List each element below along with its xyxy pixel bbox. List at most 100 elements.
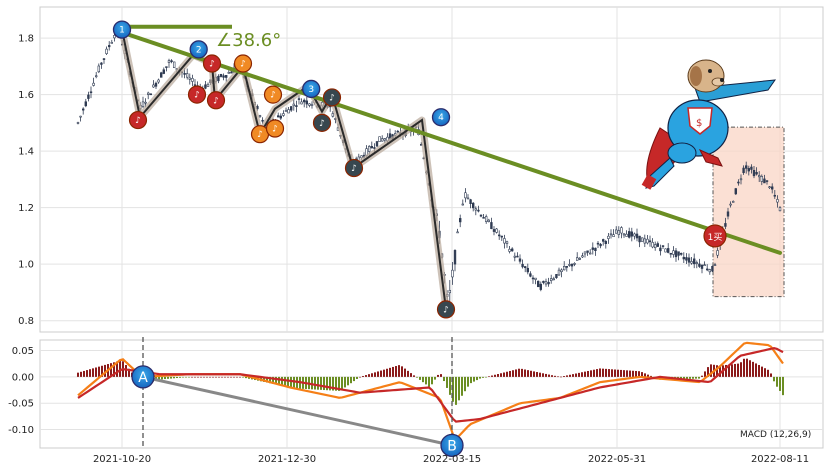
macd-bar [104, 364, 106, 377]
y-tick-label: 1.4 [18, 147, 34, 158]
macd-bar [386, 368, 388, 377]
macd-bar [191, 376, 193, 378]
divergence-label: A [138, 370, 148, 386]
candle-body [653, 244, 657, 248]
macd-bar [392, 366, 394, 377]
note-glyph: ♪ [135, 116, 141, 126]
candle-body [149, 93, 152, 96]
macd-bar [767, 369, 769, 377]
candle-body [739, 178, 743, 181]
candle-body [219, 74, 223, 77]
macd-bar [101, 365, 103, 377]
macd-bar [593, 369, 595, 377]
note-glyph: ♪ [194, 91, 200, 101]
candle-body [575, 257, 579, 261]
macd-bar [683, 376, 685, 380]
candle-body [547, 281, 550, 285]
note-marker [265, 119, 285, 138]
candle-body [731, 201, 735, 203]
macd-bar [452, 376, 454, 402]
candle-body [331, 113, 334, 117]
macd-bar [215, 376, 217, 378]
macd-bar [359, 376, 361, 378]
candle-body [380, 138, 384, 142]
macd-bar [611, 369, 613, 377]
wave-marker [302, 79, 321, 99]
macd-bar [92, 368, 94, 377]
candle-body [230, 71, 233, 74]
macd-bar [185, 376, 187, 378]
note-glyph: ♪ [213, 96, 219, 106]
macd-bar [224, 376, 226, 378]
candle-body [549, 278, 553, 282]
macd-bar [542, 373, 544, 377]
candle-body [760, 176, 764, 182]
note-marker [206, 91, 226, 110]
candle-body [703, 264, 706, 267]
macd-bar [290, 376, 292, 388]
macd-bar [170, 376, 172, 379]
candle-body [698, 263, 701, 267]
macd-bar [692, 376, 694, 379]
candle-body [165, 66, 168, 68]
candle-body [305, 100, 308, 105]
candle-body [591, 247, 595, 250]
candle-body [646, 238, 649, 244]
candle-body [562, 265, 566, 271]
macd-bar [779, 376, 781, 391]
macd-y-tick-label: -0.10 [8, 425, 34, 436]
candle-body [685, 257, 688, 261]
macd-bar [380, 370, 382, 377]
macd-bar [128, 368, 130, 377]
macd-bar [455, 376, 457, 405]
macd-bar [581, 372, 583, 377]
candle-body [95, 75, 98, 78]
macd-bar [236, 376, 238, 378]
candle-body [162, 69, 165, 74]
macd-bar [638, 371, 640, 377]
candle-body [570, 263, 574, 267]
candle-body [100, 62, 103, 65]
macd-bar [503, 372, 505, 377]
candle-body [141, 101, 145, 107]
macd-bar [95, 367, 97, 377]
macd-y-tick-label: 0.05 [12, 346, 34, 357]
note-marker [263, 85, 283, 104]
macd-bar [209, 376, 211, 378]
macd-bar [443, 376, 445, 382]
candle-body [464, 192, 467, 199]
candle-body [674, 250, 678, 258]
macd-bar [572, 374, 574, 377]
macd-bar [698, 376, 700, 379]
macd-bar [407, 370, 409, 377]
macd-bar [89, 369, 91, 377]
note-marker [233, 54, 253, 73]
macd-bar [608, 369, 610, 377]
macd-bar [716, 365, 718, 377]
candle-body [604, 241, 608, 244]
candle-body [542, 280, 545, 283]
candle-body [539, 283, 543, 290]
macd-bar [350, 376, 352, 384]
candle-body [679, 253, 683, 255]
candle-body [490, 222, 493, 230]
divergence-line [142, 375, 453, 447]
macd-bar [629, 370, 631, 377]
candle-body [461, 203, 464, 206]
candle-body [373, 147, 376, 149]
macd-bar [632, 370, 634, 377]
note-glyph: ♪ [209, 60, 215, 70]
macd-bar [83, 370, 85, 377]
macd-bar [158, 376, 160, 380]
macd-bar [176, 376, 178, 379]
macd-legend: MACD (12,26,9) [740, 430, 811, 440]
macd-bar [410, 373, 412, 377]
macd-bar [560, 376, 562, 378]
macd-bar [518, 368, 520, 377]
candle-body [147, 92, 150, 95]
candle-body [360, 155, 363, 159]
candle-body [105, 48, 108, 54]
candle-body [375, 141, 379, 147]
candle-body [620, 227, 623, 234]
